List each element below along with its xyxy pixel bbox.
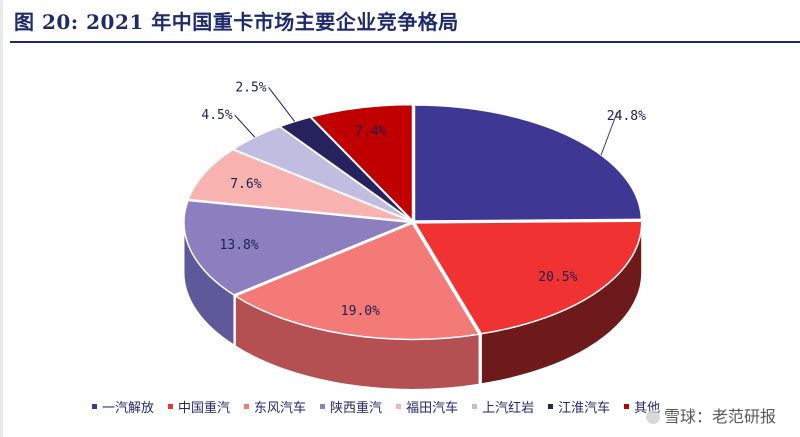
- legend-item: 陕西重汽: [320, 397, 382, 416]
- legend-label: 江淮汽车: [558, 401, 611, 416]
- leader-line-1: [600, 111, 618, 156]
- leader-line-6: [234, 114, 256, 138]
- legend-marker: [92, 404, 97, 409]
- pie-slice-3: [233, 222, 481, 341]
- pie-top-faces: [183, 103, 643, 341]
- legend-marker: [548, 404, 554, 409]
- slice-label-8: 7.4%: [355, 124, 386, 139]
- watermark: 雪球：老范研报: [645, 403, 776, 427]
- page-left-border: [0, 0, 3, 437]
- legend-marker: [320, 404, 326, 409]
- legend-marker: [168, 404, 174, 409]
- legend-label: 中国重汽: [178, 401, 231, 416]
- slice-label-6: 4.5%: [201, 108, 232, 123]
- slice-label-7: 2.5%: [235, 80, 266, 95]
- pie-slice-5: [187, 148, 412, 223]
- legend-marker: [244, 404, 250, 409]
- watermark-text: 雪球：老范研报: [663, 407, 776, 426]
- legend-marker: [624, 404, 630, 409]
- legend-label: 陕西重汽: [330, 401, 383, 416]
- title-underline: [10, 41, 800, 43]
- pie-slice-4: [183, 199, 412, 296]
- slice-label-5: 7.6%: [230, 177, 261, 192]
- legend-item: 一汽解放: [92, 397, 154, 416]
- snowball-logo-icon: [645, 410, 660, 424]
- legend-item: 上汽红岩: [472, 397, 534, 416]
- leader-line-7: [268, 87, 296, 122]
- slice-label-3: 19.0%: [341, 304, 380, 319]
- figure-title: 图 20: 2021 年中国重卡市场主要企业竞争格局: [14, 10, 459, 34]
- pie-slice-8: [309, 103, 414, 223]
- legend-label: 福田汽车: [406, 401, 459, 416]
- pie-labels: 24.8% 20.5% 19.0% 13.8% 7.6% 4.5%2.5% 7.4%: [201, 80, 646, 318]
- slice-label-1: 24.8%: [607, 109, 646, 124]
- legend-marker: [396, 404, 402, 409]
- pie-slice-1: [413, 104, 643, 222]
- legend-item: 中国重汽: [168, 397, 230, 416]
- legend-label: 一汽解放: [102, 401, 155, 416]
- legend-item: 福田汽车: [396, 397, 458, 416]
- legend-label: 上汽红岩: [482, 401, 535, 416]
- slice-label-4: 13.8%: [220, 238, 259, 253]
- legend-marker: [472, 404, 478, 409]
- legend-label: 东风汽车: [254, 401, 307, 416]
- chart-legend: 一汽解放 中国重汽 东风汽车 陕西重汽 福田汽车 上汽红岩 江淮汽车 其他: [92, 397, 660, 416]
- pie-slice-2: [413, 220, 643, 335]
- legend-item: 东风汽车: [244, 397, 306, 416]
- legend-item: 江淮汽车: [548, 397, 610, 416]
- slice-label-2: 20.5%: [538, 270, 577, 285]
